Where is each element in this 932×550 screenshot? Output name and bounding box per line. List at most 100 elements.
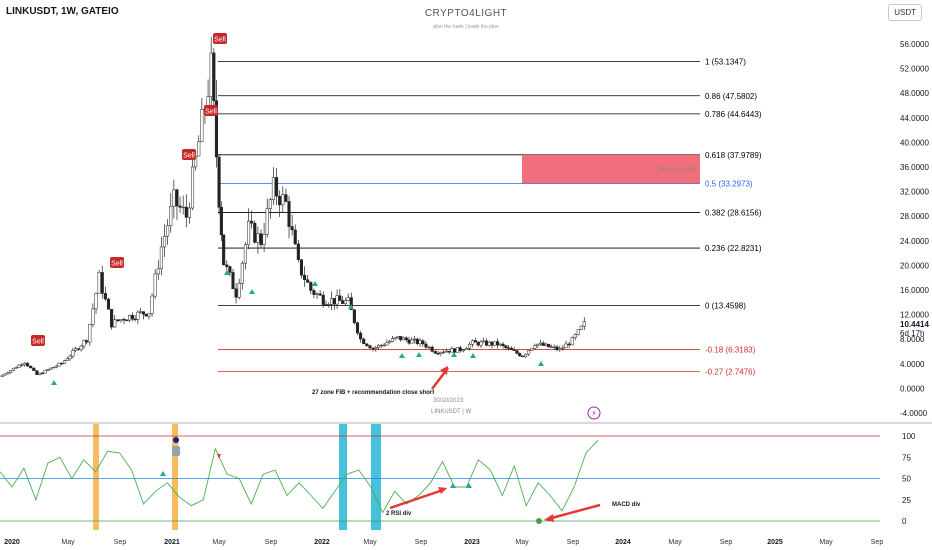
buy-marker (416, 352, 422, 357)
watermark: LINKUSDT | W (431, 409, 471, 415)
candle-body (43, 369, 47, 374)
candle-body (162, 235, 167, 248)
candle-body (88, 324, 92, 343)
candle-body (484, 340, 489, 346)
oscillator-tick: 25 (902, 496, 911, 505)
candle-body (122, 319, 126, 321)
candle-body (217, 156, 221, 208)
candle-body (275, 177, 279, 197)
buy-marker (470, 353, 476, 358)
candle-body (243, 244, 247, 264)
candle-body (573, 334, 577, 338)
candle-body (22, 362, 26, 366)
time-tick-label: May (61, 539, 75, 546)
candle-body (262, 234, 266, 246)
candle-body (133, 318, 137, 321)
candle-body (128, 314, 132, 321)
candle-body (212, 52, 216, 101)
candle-body (110, 309, 114, 328)
candle-body (187, 207, 191, 218)
price-tick-label: 16.0000 (900, 286, 929, 295)
candle-body (197, 141, 201, 157)
symbol-title: LINKUSDT, 1W, GATEIO (6, 6, 119, 17)
candle-body (209, 52, 213, 97)
candle-body (415, 338, 419, 345)
candle-body (190, 166, 195, 209)
price-tick-label: -4.0000 (900, 409, 928, 418)
candle-body (442, 351, 446, 354)
candle-body (181, 206, 185, 209)
price-tick-label: 32.0000 (900, 188, 929, 197)
candle-body (240, 262, 244, 284)
candle-body (396, 336, 400, 339)
candle-body (524, 353, 528, 358)
fib-label: 0.236 (22.8231) (705, 244, 762, 253)
candle-body (321, 294, 325, 305)
candle-body (26, 362, 30, 367)
price-tick-label: 8.0000 (900, 335, 925, 344)
oscillator-sell-marker (217, 454, 221, 459)
candle-body (228, 266, 232, 273)
currency-button[interactable]: USDT (888, 4, 922, 21)
rsi-arrow (389, 488, 444, 510)
date-label: 30/10/2023 (433, 398, 464, 404)
candle-body (231, 272, 235, 290)
candle-body (159, 246, 163, 270)
candle-body (558, 348, 562, 350)
profit-zone (522, 154, 700, 184)
price-tick-label: 40.0000 (900, 138, 929, 147)
time-tick-label: 2022 (314, 539, 330, 546)
candle-body (490, 341, 494, 346)
sell-label: Sell (32, 339, 44, 346)
time-tick-label: Sep (265, 539, 278, 546)
oscillator-band (172, 424, 178, 530)
candle-body (253, 222, 257, 243)
candle-body (467, 343, 472, 349)
time-tick-label: Sep (567, 539, 580, 546)
candle-body (455, 347, 459, 353)
candle-body (570, 337, 574, 346)
candle-body (424, 343, 428, 348)
candle-body (281, 194, 285, 206)
candle-body (541, 342, 545, 346)
candle-body (94, 293, 98, 310)
fib-label: 1 (53.1347) (705, 58, 746, 67)
oscillator-marker (466, 483, 472, 488)
time-tick-label: May (515, 539, 529, 546)
candle-body (453, 348, 457, 353)
candle-body (172, 189, 176, 207)
fib-label: -0.18 (6.3183) (705, 346, 756, 355)
candle-body (536, 343, 540, 346)
candle-body (418, 340, 422, 345)
candle-body (371, 347, 375, 350)
sell-signal (110, 257, 124, 268)
candle-body (119, 319, 123, 322)
buy-marker (348, 304, 354, 309)
candle-countdown: 6d 17h (900, 329, 924, 338)
oscillator-dot (173, 437, 179, 443)
candle-body (479, 341, 483, 346)
macd-annotation: MACD div (612, 502, 641, 508)
buy-marker (312, 281, 318, 286)
buy-marker (51, 380, 57, 385)
candle-body (335, 295, 339, 305)
rsi-annotation: 2 RSI div (386, 511, 412, 517)
candle-body (355, 322, 360, 334)
sell-signal (31, 335, 45, 346)
lightning-glyph: ⚡ (591, 409, 597, 418)
candle-body (496, 341, 500, 346)
candle-body (404, 337, 408, 341)
price-tick-label: 24.0000 (900, 237, 929, 246)
candle-body (303, 274, 307, 280)
candle-body (527, 350, 531, 355)
candle-body (219, 206, 223, 236)
time-tick-label: 2021 (164, 539, 180, 546)
candle-body (518, 353, 522, 357)
candle-body (268, 199, 272, 209)
candle-body (125, 319, 129, 322)
candle-body (476, 341, 480, 346)
candle-body (447, 350, 451, 353)
candle-body (576, 329, 580, 335)
candle-body (498, 343, 502, 346)
